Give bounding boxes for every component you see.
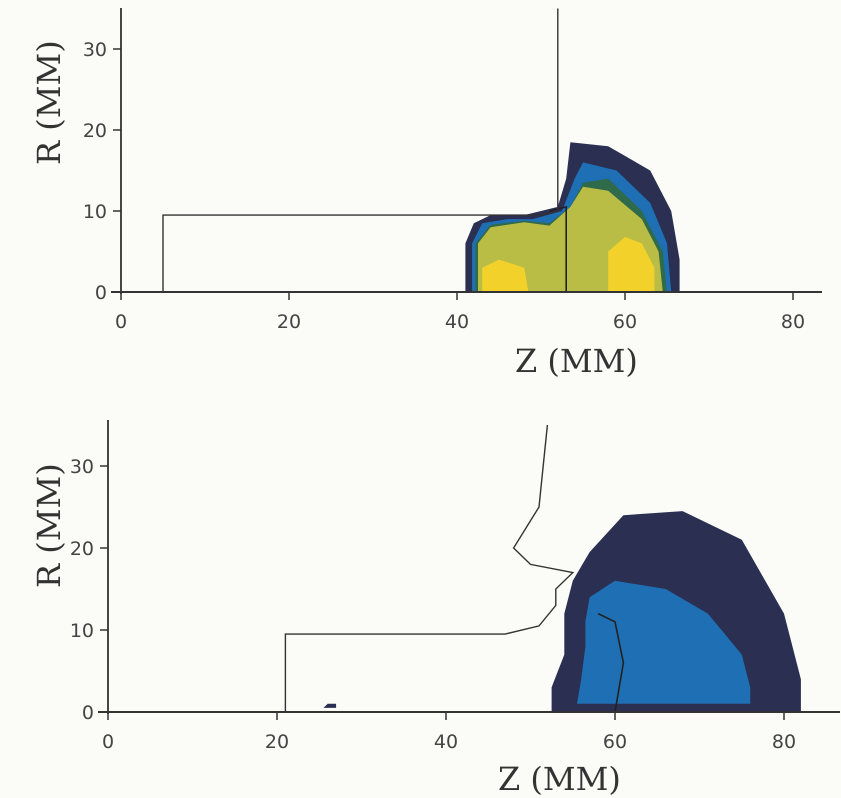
contour-region-5 [608,236,655,292]
y-tick-label: 30 [83,39,107,61]
y-tick-label: 0 [82,702,94,724]
x-ticks-top: 0 20 40 60 80 [115,292,805,333]
y-axis-label-bottom: R (MM) [30,463,68,588]
contour-region-4 [482,259,529,292]
geometry-outline [162,8,559,292]
y-tick-label: 20 [83,120,107,142]
x-tick-label: 20 [265,731,289,753]
y-tick-label: 10 [70,620,94,642]
y-ticks-top: 0 10 20 30 [83,39,121,304]
x-tick-label: 80 [781,311,805,333]
contour-regions-top [465,142,680,292]
x-tick-label: 60 [613,311,637,333]
x-tick-label: 0 [102,731,114,753]
x-ticks-bottom: 0 20 40 60 80 [102,712,796,753]
contour-regions-bottom [323,511,801,712]
x-axis-label-bottom: Z (MM) [498,760,621,798]
contour-region-1 [577,580,751,704]
y-tick-label: 20 [70,538,94,560]
inner-contour-line [597,612,625,713]
y-ticks-bottom: 0 10 20 30 [70,456,108,724]
x-tick-label: 20 [277,311,301,333]
y-tick-label: 10 [83,201,107,223]
y-tick-label: 30 [70,456,94,478]
y-axis-label-top: R (MM) [30,40,68,165]
x-tick-label: 0 [115,311,127,333]
inner-contour-line [549,205,568,292]
x-axis-label-top: Z (MM) [515,342,638,380]
x-tick-label: 40 [434,731,458,753]
y-tick-label: 0 [95,282,107,304]
x-tick-label: 60 [603,731,627,753]
geometry-outline [284,424,575,712]
x-tick-label: 40 [445,311,469,333]
panel-top: 0 20 40 60 80 0 10 20 30 Z (MM) R (MM) [30,8,822,380]
panel-bottom: 0 20 40 60 80 0 10 20 30 Z (MM) R (MM) [30,420,840,798]
x-tick-label: 80 [772,731,796,753]
contour-region-2 [323,703,337,708]
